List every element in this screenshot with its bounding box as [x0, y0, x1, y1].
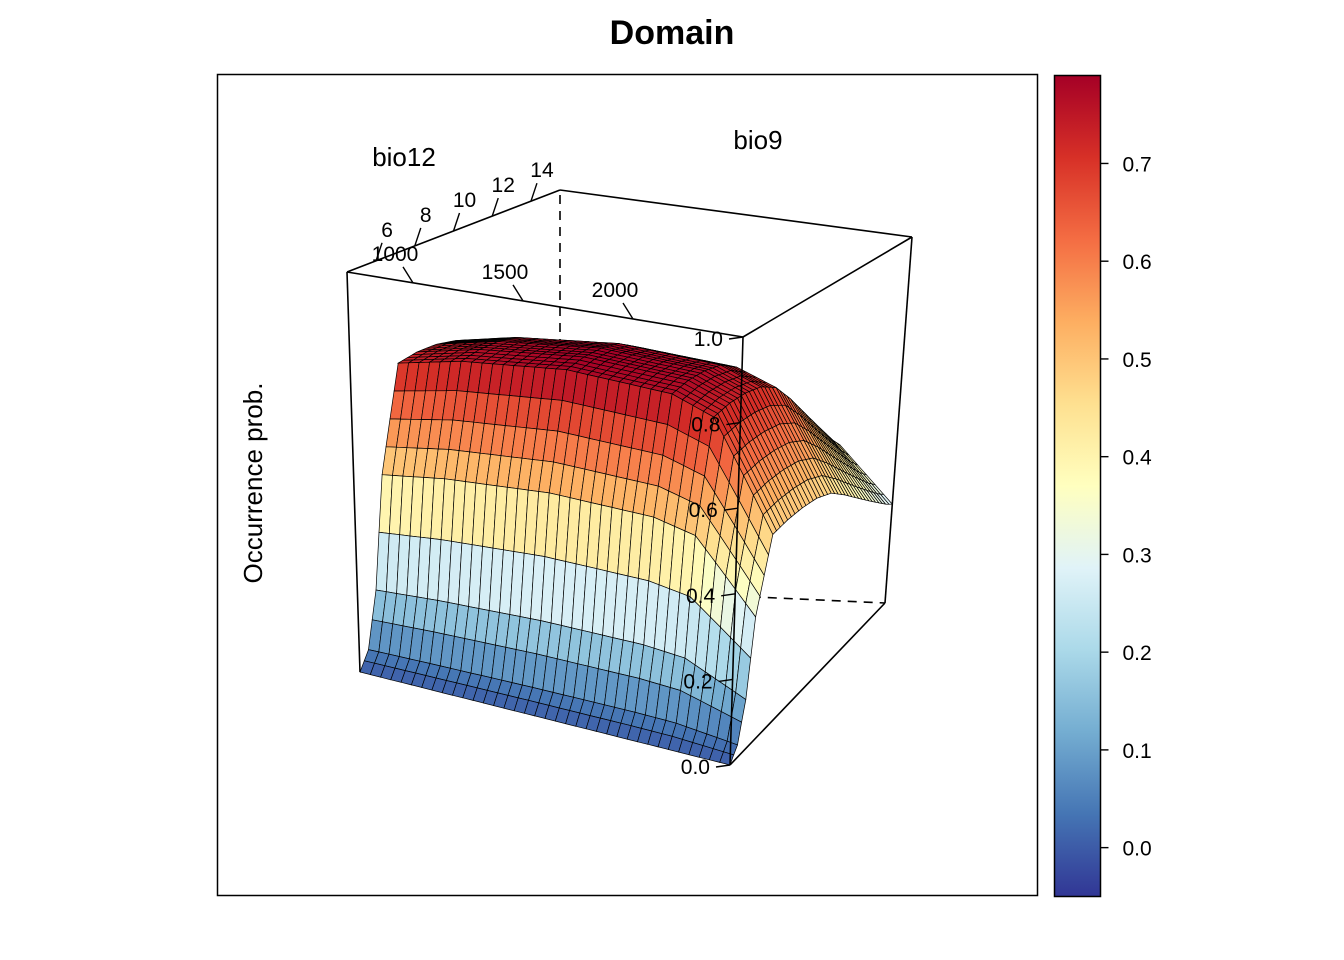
z-tick-label: 0.2 [683, 670, 712, 693]
z-tick [721, 593, 736, 597]
surface-mesh [359, 337, 894, 766]
x-tick [375, 242, 383, 262]
box-edge [346, 271, 744, 338]
z-tick-label: 0.0 [681, 756, 710, 779]
z-tick [715, 764, 731, 768]
y-tick-label: 2000 [592, 279, 639, 302]
y-axis-label: bio12 [372, 142, 436, 172]
x-tick [452, 212, 461, 232]
box-edge [346, 271, 361, 673]
z-tick [728, 336, 744, 340]
x-tick-label: 12 [492, 174, 515, 197]
box-edge [729, 336, 744, 766]
x-tick-label: 8 [420, 204, 432, 227]
y-tick [402, 266, 414, 284]
x-axis-label: bio9 [733, 125, 782, 155]
z-tick-label: 0.6 [689, 499, 718, 522]
colorbar-tick-label: 0.7 [1123, 153, 1152, 176]
z-axis-label: Occurrence prob. [238, 383, 268, 584]
z-tick [726, 421, 741, 426]
colorbar-tick-label: 0.5 [1123, 349, 1152, 372]
box-front-edges [346, 189, 913, 766]
colorbar-tick-label: 0.1 [1123, 740, 1152, 763]
x-tick [530, 182, 538, 202]
colorbar-tick-label: 0.2 [1123, 642, 1152, 665]
x-tick [414, 227, 422, 247]
colorbar-tick-label: 0.0 [1123, 838, 1152, 861]
chart-title: Domain [610, 14, 735, 52]
box-edge [884, 236, 913, 604]
axis-ticks: 0.0 0.2 0.4 0.6 0.8 1.0 6 8 10 12 14 1000 1500 2000 [372, 159, 744, 779]
x-tick-label: 6 [381, 219, 393, 242]
x-tick-label: 14 [530, 159, 554, 182]
y-tick [622, 302, 634, 320]
colorbar-tick-label: 0.3 [1123, 544, 1152, 567]
z-tick-label: 0.8 [691, 414, 720, 437]
x-tick [491, 197, 499, 217]
z-tick-label: 0.4 [686, 585, 716, 608]
box-edge [742, 236, 913, 338]
box-edge [729, 602, 886, 766]
colorbar-tick-label: 0.4 [1123, 447, 1153, 470]
z-tick [718, 678, 733, 683]
colorbar: 0.0 0.1 0.2 0.3 0.4 0.5 0.6 0.7 [1053, 74, 1153, 898]
colorbar-scale [1053, 74, 1102, 898]
box-edge [559, 189, 913, 238]
colorbar-tick-label: 0.6 [1123, 251, 1152, 274]
plot-frame [216, 73, 1039, 897]
y-tick [512, 284, 524, 302]
z-tick-label: 1.0 [694, 328, 723, 351]
y-tick-label: 1500 [482, 261, 529, 284]
x-tick-label: 10 [453, 189, 476, 212]
z-tick [723, 507, 738, 511]
y-tick-label: 1000 [372, 243, 419, 266]
